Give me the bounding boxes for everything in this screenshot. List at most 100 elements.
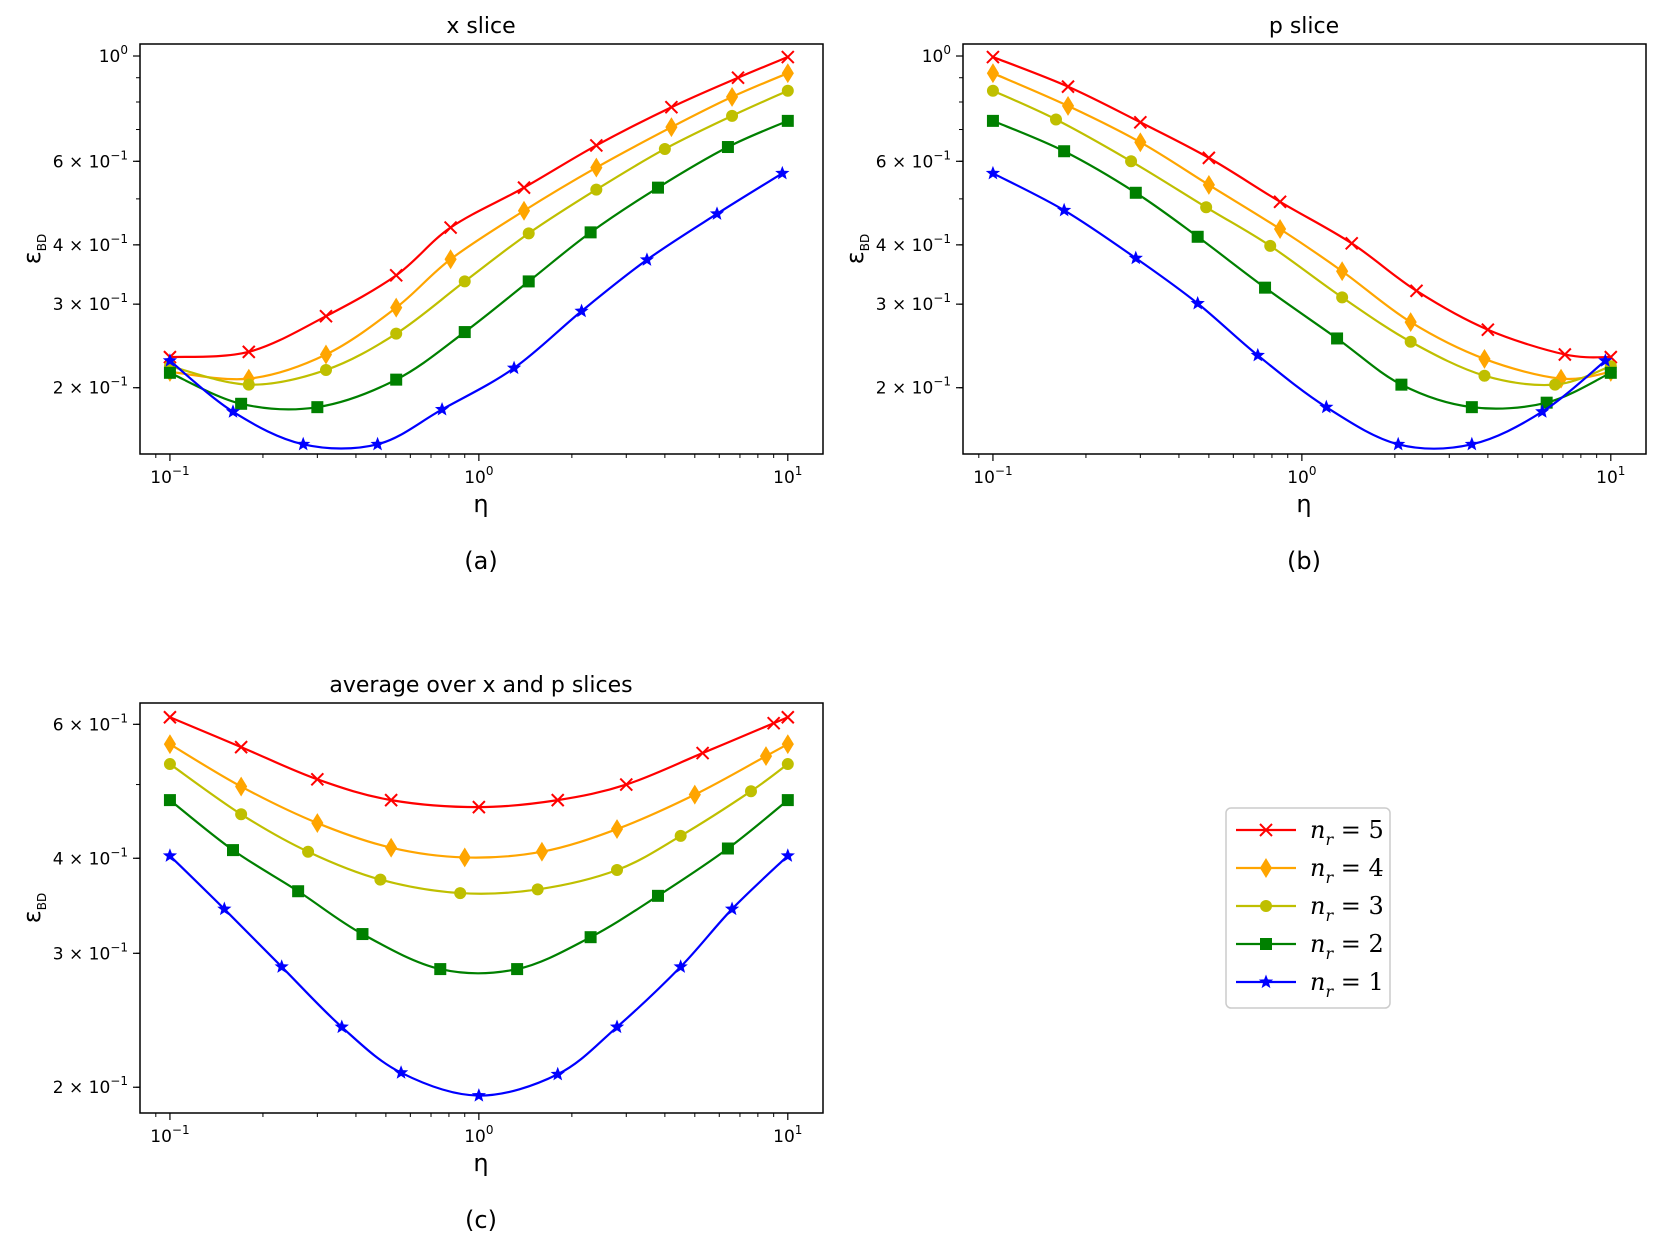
y-tick-mantissa: 4 × <box>53 236 89 256</box>
x-tick-exp: −1 <box>995 464 1013 478</box>
y-tick-exp: −1 <box>933 232 951 246</box>
y-tick-base: 10 <box>912 152 934 172</box>
legend-label-eq: = 3 <box>1333 892 1384 920</box>
series-nr-3 <box>163 84 794 391</box>
data-point <box>1404 312 1417 333</box>
data-point <box>695 746 710 760</box>
legend-label-base: n <box>1310 892 1325 920</box>
x-tick-label: 100 <box>1287 464 1316 488</box>
series-line <box>169 743 789 859</box>
y-tick-exp: −1 <box>110 148 128 162</box>
data-point <box>726 109 739 122</box>
data-point <box>1191 230 1204 243</box>
series-nr-3 <box>986 84 1617 391</box>
data-point <box>744 785 757 798</box>
data-point <box>1057 202 1072 217</box>
data-point <box>311 813 324 834</box>
data-point <box>310 772 325 787</box>
y-tick-label: 3 × 10−1 <box>876 291 951 315</box>
data-point <box>724 901 740 916</box>
y-tick-mantissa: 3 × <box>876 295 912 315</box>
y-tick-mantissa: 3 × <box>53 295 89 315</box>
legend-label: nr = 5 <box>1310 816 1384 849</box>
data-point <box>458 275 471 288</box>
y-tick-label: 6 × 10−1 <box>53 148 128 172</box>
series-nr-4 <box>163 734 794 868</box>
x-tick-base: 10 <box>150 1127 172 1147</box>
legend-label: nr = 1 <box>1310 968 1384 1001</box>
series-line <box>169 799 789 975</box>
legend-label-sub: r <box>1325 982 1334 1001</box>
data-point <box>1478 369 1491 382</box>
data-point <box>781 710 795 724</box>
x-tick-base: 10 <box>773 468 795 488</box>
y-tick-exp: −1 <box>933 291 951 305</box>
y-axis-label: εBD <box>841 234 872 264</box>
x-tick-exp: 0 <box>1309 464 1317 478</box>
y-tick-exp: −1 <box>110 845 128 859</box>
x-tick-exp: 0 <box>486 1123 494 1137</box>
series-nr-1 <box>985 165 1613 451</box>
y-tick-exp: 0 <box>120 43 128 57</box>
data-point <box>986 114 999 127</box>
legend-label-eq: = 4 <box>1333 854 1384 882</box>
legend-label-sub: r <box>1325 944 1334 963</box>
data-point <box>775 165 790 180</box>
data-point <box>731 71 745 85</box>
legend-label-eq: = 1 <box>1333 968 1384 996</box>
data-point <box>781 758 794 771</box>
y-tick-mantissa: 6 × <box>876 152 912 172</box>
data-point <box>522 227 535 240</box>
data-point <box>390 373 403 386</box>
series-nr-5 <box>163 710 795 814</box>
x-tick-base: 10 <box>464 1127 486 1147</box>
data-point <box>242 378 255 391</box>
series-line <box>169 855 789 1097</box>
data-point <box>589 138 604 153</box>
x-tick-base: 10 <box>464 468 486 488</box>
data-point <box>584 931 597 944</box>
data-point <box>531 883 544 896</box>
y-tick-mantissa: 6 × <box>53 715 89 735</box>
data-point <box>1264 239 1277 252</box>
x-tick-label: 100 <box>464 1123 493 1147</box>
data-point <box>443 220 458 235</box>
data-point <box>1250 347 1265 362</box>
y-tick-label: 3 × 10−1 <box>53 940 128 964</box>
data-point <box>522 275 535 288</box>
y-tick-base: 10 <box>912 236 934 256</box>
data-point <box>1604 366 1617 379</box>
data-point <box>781 84 794 97</box>
data-point <box>1202 174 1215 195</box>
y-tick-base: 10 <box>89 295 111 315</box>
y-tick-mantissa: 4 × <box>53 849 89 869</box>
data-point <box>688 784 701 805</box>
data-point <box>781 794 794 807</box>
chart-title: p slice <box>1269 14 1339 39</box>
data-point <box>162 353 178 367</box>
legend-label: nr = 4 <box>1310 854 1384 887</box>
data-point <box>390 327 403 340</box>
x-tick-exp: 1 <box>795 1123 803 1137</box>
data-point <box>393 1065 409 1079</box>
data-point <box>1464 436 1479 451</box>
data-point <box>1535 404 1550 418</box>
y-tick-label: 3 × 10−1 <box>53 291 128 315</box>
data-point <box>226 844 239 857</box>
y-tick-exp: −1 <box>110 291 128 305</box>
y-tick-label: 100 <box>99 43 128 67</box>
y-tick-label: 4 × 10−1 <box>53 232 128 256</box>
data-point <box>302 845 315 858</box>
data-point <box>651 181 664 194</box>
data-point <box>311 401 324 414</box>
data-point <box>370 436 385 451</box>
series-line <box>169 172 783 450</box>
data-point <box>759 746 773 767</box>
x-axis-label: η <box>473 490 488 518</box>
data-point <box>1391 436 1406 451</box>
legend-label-sub: r <box>1325 906 1334 925</box>
y-tick-label: 2 × 10−1 <box>53 375 128 399</box>
data-point <box>1558 347 1572 362</box>
